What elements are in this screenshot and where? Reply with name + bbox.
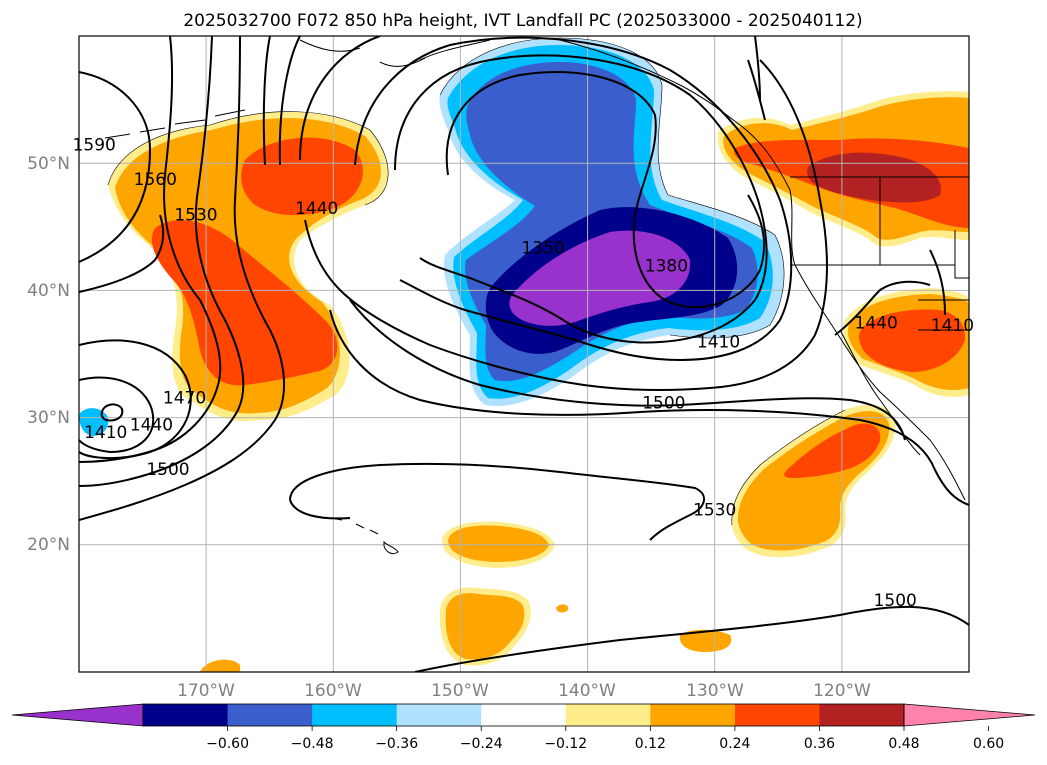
ivt-negative-purple [509,230,691,326]
lat-label: 30°N [27,408,70,428]
lat-label: 20°N [27,535,70,555]
lon-label: 140°W [558,681,616,701]
colorbar-segment [312,704,398,726]
contour-label: 1530 [174,205,217,225]
colorbar-segment [143,704,229,726]
figure-title: 2025032700 F072 850 hPa height, IVT Land… [183,11,862,31]
lat-label: 50°N [27,154,70,174]
contour-label: 1380 [645,256,688,276]
contour-label: 1410 [84,423,127,443]
colorbar-tick-label: −0.48 [291,736,334,752]
height-contour [354,36,793,362]
height-contour [79,339,192,460]
lon-label: 150°W [431,681,489,701]
height-contour [278,36,906,441]
colorbar-tick-label: −0.12 [544,736,587,752]
aleutian-islands [104,109,246,139]
contour-label: 1500 [642,394,685,414]
colorbar-segment [396,704,482,726]
contour-label: 1410 [931,316,974,336]
contour-label: 1560 [134,170,177,190]
colorbar-tick-label: 0.48 [888,736,919,752]
colorbar-extend-low [11,703,144,727]
lat-label: 40°N [27,281,70,301]
colorbar-tick-label: 0.24 [719,736,750,752]
height-contour [299,36,828,391]
colorbar-tick-label: −0.60 [206,736,249,752]
lon-label: 160°W [304,681,362,701]
contour-label: 1590 [73,135,116,155]
colorbar-segment [481,704,567,726]
height-contour [289,462,705,541]
ivt-positive-red [151,220,338,386]
ivt-positive-orange [445,593,525,660]
height-contour [79,71,152,263]
colorbar-segment [734,704,820,726]
colorbar-tick-label: −0.24 [460,736,503,752]
height-contour [79,376,155,454]
map-frame [78,35,970,673]
colorbar-tick-label: −0.36 [375,736,418,752]
height-contour [747,36,766,121]
ivt-positive-orange [556,604,569,613]
ivt-positive-darkred [807,152,941,203]
height-contour [414,605,969,672]
colorbar-tick-label: 0.36 [804,736,835,752]
height-contour [262,36,969,506]
ivt-positive-red [241,137,363,216]
ivt-positive-orange [679,629,732,652]
contour-label: 1410 [697,333,740,353]
contour-label: 1500 [146,460,189,480]
height-contour [445,71,766,309]
colorbar-extend-high [903,703,1036,727]
contour-label: 1440 [295,199,338,219]
gridlines [79,36,969,672]
ivt-positive-red [859,309,966,372]
contour-label: 1350 [521,239,564,259]
contour-label: 1440 [130,415,173,435]
colorbar-tick-label: 0.60 [973,736,1004,752]
lon-label: 120°W [813,681,871,701]
height-contour [100,403,124,422]
colorbar-tick-label: 0.12 [635,736,666,752]
contour-label: 1500 [874,591,917,611]
colorbar-segment [565,704,651,726]
height-contour [79,214,165,293]
lon-label: 130°W [686,681,744,701]
longitude-labels: 170°W 160°W 150°W 140°W 130°W 120°W [177,681,871,701]
ivt-positive-orange [448,525,549,562]
height-contours [79,36,969,672]
height-contour [834,249,946,336]
height-contour [394,54,768,344]
coastline-north-america [419,39,966,501]
lon-label: 170°W [177,681,235,701]
height-contour [79,36,245,487]
contour-label: 1530 [693,501,736,521]
height-contour [79,36,286,521]
colorbar-segment [819,704,905,726]
colorbar-segment [650,704,736,726]
contour-label: 1470 [163,389,206,409]
contour-label: 1440 [855,314,898,334]
colorbar-segment [227,704,313,726]
colorbar: −0.60 −0.48 −0.36 −0.24 −0.12 0.12 0.24 0.36 0.4… [11,703,1036,752]
ivt-positive-red [784,423,881,478]
ivt-positive-orange [200,659,240,672]
latitude-labels: 50°N 40°N 30°N 20°N [27,154,70,555]
ivt-shading [79,38,969,672]
colorbar-frame [142,703,905,727]
